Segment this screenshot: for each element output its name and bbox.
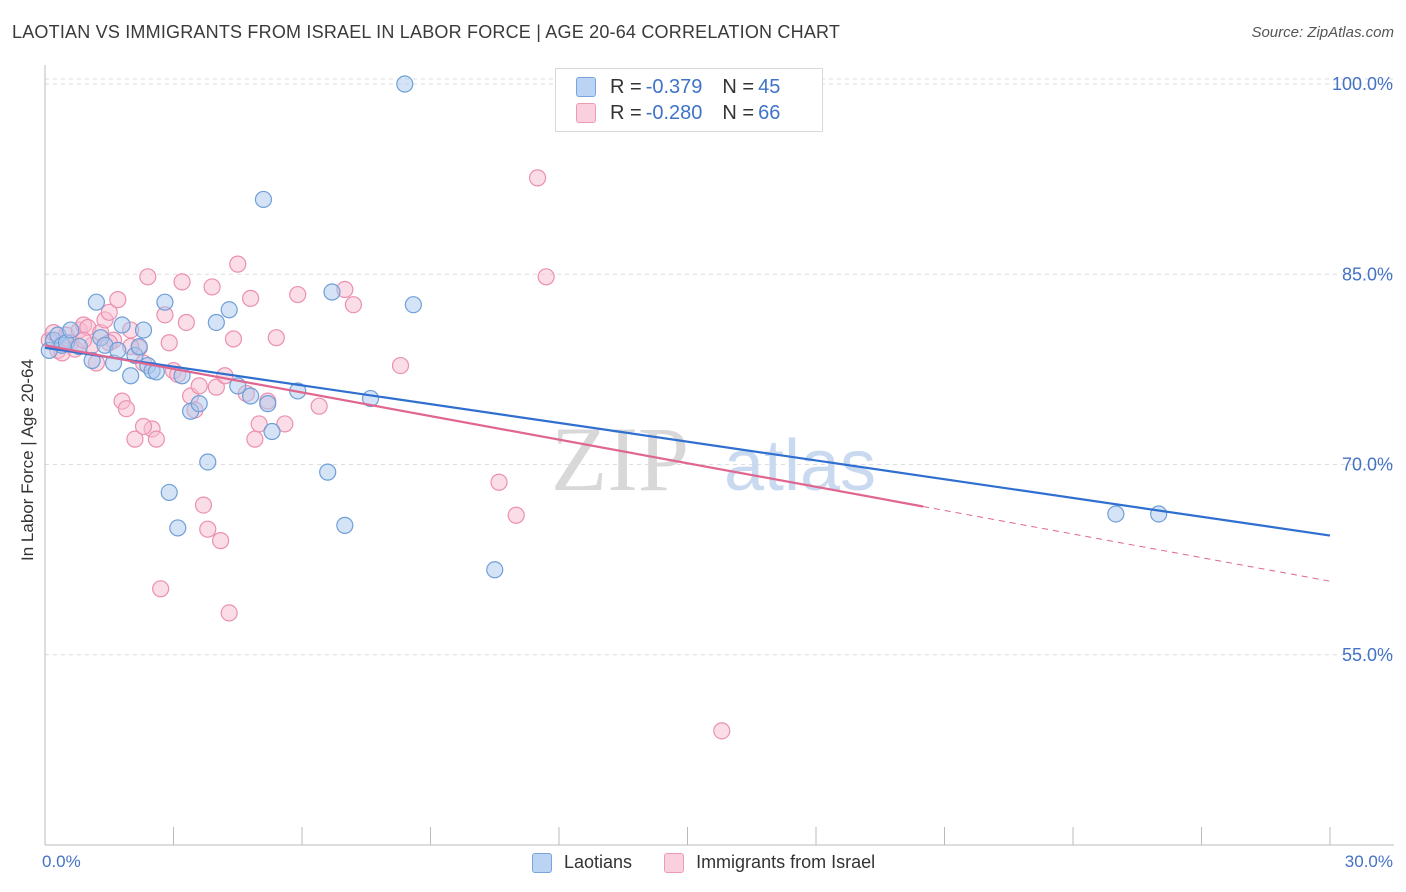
laotians-point-12 — [109, 341, 127, 359]
n-value: 45 — [758, 75, 781, 98]
r-label: R = — [610, 101, 642, 124]
n-label: N = — [722, 101, 755, 124]
n-value: 66 — [758, 101, 781, 124]
israel-point-53 — [310, 397, 328, 415]
israel-point-28 — [160, 334, 178, 352]
n-label: N = — [722, 75, 755, 98]
y-tick-label-1: 70.0% — [1342, 455, 1393, 475]
israel-point-20 — [126, 430, 144, 448]
stats-row-laotians: R = -0.379 N = 45 — [576, 74, 780, 100]
y-tick-labels: 55.0% 70.0% 85.0% 100.0% — [1332, 74, 1393, 665]
gridlines — [45, 78, 1394, 656]
israel-point-25 — [147, 430, 165, 448]
laotians-point-44 — [1150, 505, 1168, 523]
trend-lines — [44, 344, 1331, 582]
y-axis-label: In Labor Force | Age 20-64 — [18, 359, 37, 561]
laotians-swatch — [576, 77, 596, 97]
israel-point-57 — [490, 473, 508, 491]
israel-legend-label: Immigrants from Israel — [696, 852, 876, 872]
israel-point-35 — [190, 377, 208, 395]
laotians-point-34 — [263, 422, 281, 441]
laotians-point-13 — [113, 316, 131, 334]
israel-point-26 — [152, 580, 170, 598]
israel-point-65 — [134, 417, 153, 436]
laotians-point-42 — [486, 561, 504, 579]
axes — [44, 65, 1394, 846]
israel-point-14 — [100, 303, 118, 321]
israel-point-16 — [109, 291, 127, 309]
israel-swatch — [576, 103, 596, 123]
laotians-point-33 — [259, 395, 277, 413]
laotians-point-22 — [160, 483, 178, 502]
r-value: -0.379 — [645, 75, 703, 98]
laotians-point-38 — [336, 516, 354, 534]
israel-point-36 — [194, 496, 213, 514]
laotians-point-32 — [254, 190, 273, 209]
x-tick-min: 0.0% — [42, 852, 81, 871]
laotians-point-16 — [130, 337, 148, 356]
israel-point-43 — [224, 330, 243, 348]
israel-point-18 — [117, 400, 135, 418]
israel-point-48 — [250, 415, 268, 433]
laotians-point-31 — [242, 387, 260, 405]
laotians-point-8 — [87, 293, 106, 311]
laotians-legend-swatch — [532, 852, 552, 873]
stats-legend: R = -0.379 N = 45 R = -0.280 N = 66 — [555, 68, 823, 132]
laotians-trend-line — [44, 346, 1331, 537]
legend-item-laotians[interactable]: Laotians — [532, 852, 632, 873]
israel-legend-swatch — [664, 852, 685, 873]
laotians-point-36 — [319, 463, 337, 481]
series-legend: Laotians Immigrants from Israel — [532, 852, 907, 873]
israel-point-23 — [139, 268, 157, 286]
israel-point-56 — [391, 356, 410, 375]
laotians-point-26 — [190, 395, 208, 413]
watermark: ZIP atlas — [551, 408, 876, 510]
laotians-point-40 — [396, 75, 414, 93]
laotians-point-41 — [404, 296, 422, 314]
israel-point-50 — [267, 329, 285, 347]
israel-point-47 — [246, 430, 264, 448]
stats-row-israel: R = -0.280 N = 66 — [576, 100, 780, 126]
y-tick-label-0: 55.0% — [1342, 645, 1393, 665]
laotians-point-29 — [220, 301, 238, 319]
laotians-point-43 — [1107, 505, 1125, 523]
israel-point-51 — [276, 415, 294, 433]
israel-point-52 — [289, 285, 307, 304]
laotians-point-21 — [156, 293, 174, 311]
y-tick-label-2: 85.0% — [1342, 264, 1393, 284]
israel-point-58 — [507, 506, 525, 524]
israel-trend-line — [44, 344, 924, 508]
israel-point-37 — [199, 520, 217, 538]
israel-point-31 — [173, 273, 191, 291]
laotians-point-17 — [134, 321, 153, 339]
israel-trend-line-dashed — [922, 506, 1331, 582]
israel-point-40 — [212, 532, 230, 550]
laotians-point-28 — [207, 313, 225, 332]
laotians-legend-label: Laotians — [564, 852, 633, 872]
israel-point-46 — [242, 289, 260, 307]
laotians-point-37 — [323, 283, 341, 301]
r-value: -0.280 — [645, 101, 703, 124]
chart-source: Source: ZipAtlas.com — [1251, 24, 1394, 41]
israel-point-42 — [220, 604, 238, 622]
israel-point-38 — [203, 278, 221, 296]
israel-point-44 — [229, 255, 247, 273]
israel-point-32 — [177, 313, 195, 332]
laotians-point-5 — [62, 321, 80, 339]
laotians-point-7 — [83, 351, 101, 370]
legend-item-israel[interactable]: Immigrants from Israel — [664, 852, 875, 873]
chart-title: LAOTIAN VS IMMIGRANTS FROM ISRAEL IN LAB… — [12, 22, 841, 42]
israel-point-59 — [528, 169, 547, 187]
israel-point-55 — [344, 296, 362, 314]
israel-point-61 — [713, 722, 731, 740]
laotians-point-23 — [169, 519, 187, 537]
laotians-point-27 — [199, 453, 217, 471]
laotians-point-14 — [122, 367, 140, 385]
r-label: R = — [610, 75, 642, 98]
y-tick-label-3: 100.0% — [1332, 74, 1393, 94]
israel-point-60 — [537, 268, 555, 286]
x-tick-max: 30.0% — [1344, 852, 1393, 871]
israel-point-39 — [207, 378, 225, 396]
